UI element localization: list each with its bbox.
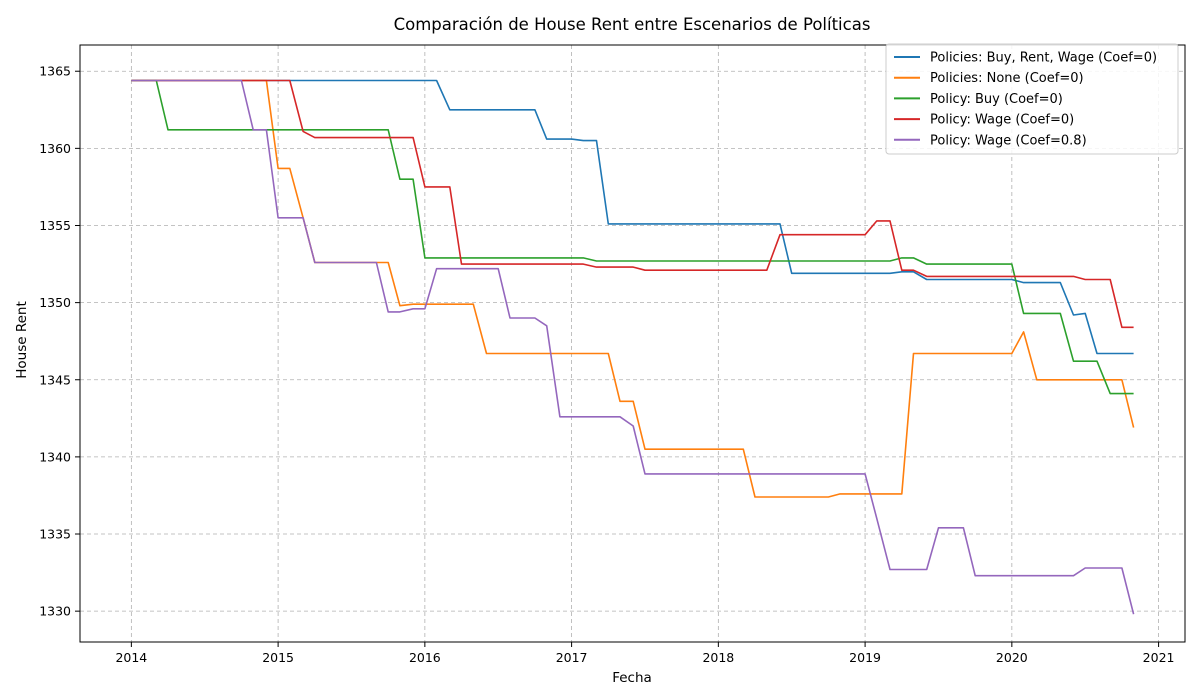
legend-label-3: Policy: Buy (Coef=0) <box>930 92 1063 107</box>
x-tick-label: 2021 <box>1143 650 1175 665</box>
series-lines <box>131 79 1135 615</box>
x-tick-label: 2014 <box>115 650 147 665</box>
legend-label-5: Policy: Wage (Coef=0.8) <box>930 133 1087 148</box>
x-tick-label: 2018 <box>702 650 734 665</box>
y-tick-label: 1340 <box>39 449 71 464</box>
y-tick-label: 1330 <box>39 604 71 619</box>
y-tick-label: 1355 <box>39 218 71 233</box>
y-tick-label: 1335 <box>39 527 71 542</box>
series-line-1 <box>131 79 1134 355</box>
y-tick-label: 1365 <box>39 64 71 79</box>
chart-title: Comparación de House Rent entre Escenari… <box>394 15 871 34</box>
x-tick-label: 2016 <box>409 650 441 665</box>
legend-label-4: Policy: Wage (Coef=0) <box>930 113 1074 128</box>
legend-label-1: Policies: Buy, Rent, Wage (Coef=0) <box>930 51 1157 66</box>
y-tick-label: 1345 <box>39 372 71 387</box>
plot-area-frame <box>79 44 1186 643</box>
series-line-4 <box>131 79 1134 329</box>
axis-ticks: 2014 2015 2016 2017 2018 2019 2020 2021 1330 1335… <box>39 64 1174 665</box>
y-tick-label: 1360 <box>39 141 71 156</box>
x-axis-label: Fecha <box>612 670 652 686</box>
y-axis-label: House Rent <box>14 301 30 379</box>
x-tick-label: 2019 <box>849 650 881 665</box>
x-tick-label: 2017 <box>556 650 588 665</box>
y-tick-label: 1350 <box>39 295 71 310</box>
x-tick-label: 2020 <box>996 650 1028 665</box>
legend: Policies: Buy, Rent, Wage (Coef=0) Polici… <box>885 43 1179 155</box>
x-tick-label: 2015 <box>262 650 294 665</box>
series-line-5 <box>131 79 1135 615</box>
legend-box <box>885 43 1179 155</box>
legend-label-2: Policies: None (Coef=0) <box>930 71 1084 86</box>
